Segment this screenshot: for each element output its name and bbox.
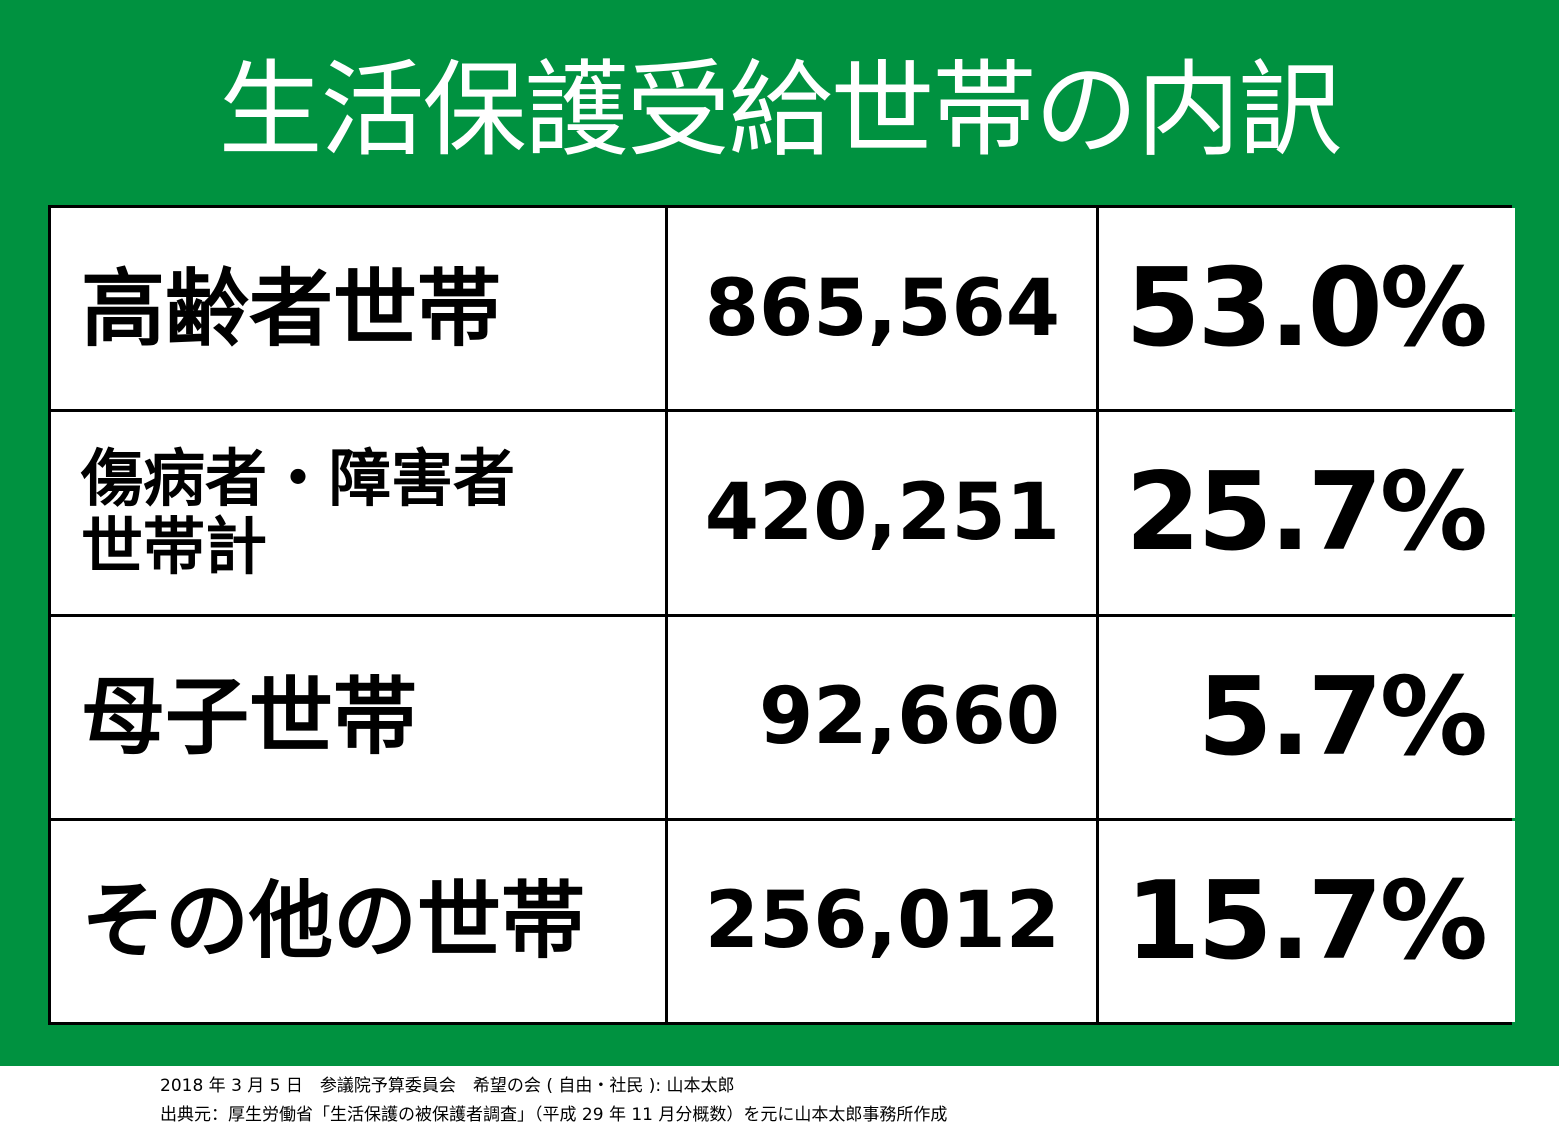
row-label: その他の世帯 [51,820,665,1022]
household-count: 420,251 [668,412,1096,614]
footer: 2018 年 3 月 5 日 参議院予算委員会 希望の会 ( 自由・社民 ): … [160,1072,947,1130]
row-label: 高齢者世帯 [51,208,665,410]
label-line: その他の世帯 [81,872,586,971]
label-line: 母子世帯 [81,668,418,767]
household-share: 15.7% [1099,820,1515,1022]
footnote: 2018 年 3 月 5 日 参議院予算委員会 希望の会 ( 自由・社民 ): … [160,1076,735,1096]
row-label: 母子世帯 [51,616,665,818]
title: 生活保護受給世帯の内訳 [218,49,1342,171]
table: 高齢者世帯 865,564 53.0% 傷病者・障害者 世帯計 420,251 25.7% 母… [48,205,1515,1025]
household-count: 256,012 [668,820,1096,1022]
household-share: 25.7% [1099,412,1515,614]
label-line: 高齢者世帯 [81,259,502,358]
label-line: 傷病者・障害者 [81,441,516,515]
household-count: 92,660 [668,616,1096,818]
household-share: 53.0% [1099,208,1515,410]
row-label: 傷病者・障害者 世帯計 [51,412,665,614]
household-count: 865,564 [668,208,1096,410]
household-share: 5.7% [1099,616,1515,818]
footnote: 出典元：厚生労働省「生活保護の被保護者調査」（平成 29 年 11 月分概数）を… [160,1105,948,1125]
label-line: 世帯計 [81,509,268,583]
